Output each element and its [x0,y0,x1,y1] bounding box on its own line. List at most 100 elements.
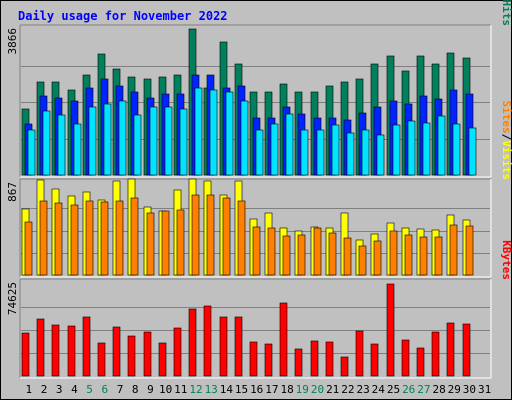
bar-pages [194,87,203,176]
day-label: 18 [280,383,293,396]
day-label: 14 [220,383,234,396]
bar-sites [313,227,322,276]
bar-pages [57,114,66,176]
bar-sites [191,194,200,276]
y-max-label: 74625 [6,282,19,315]
day-label: 12 [189,383,202,396]
bar-kbytes [340,356,349,377]
day-label: 7 [117,383,124,396]
bar-kbytes [127,335,136,377]
bar-pages [285,113,294,176]
chart-title: Daily usage for November 2022 [18,9,228,23]
bar-kbytes [188,308,197,377]
day-label: 10 [159,383,172,396]
bar-pages [133,114,142,176]
chart-panels: 3866 Pages/Files/Hits 867 Sites/Visits 74625… [6,0,512,379]
bar-kbytes [234,316,243,377]
day-label: 20 [311,383,324,396]
bar-kbytes [370,343,379,377]
day-label: 26 [402,383,415,396]
bar-sites [434,236,443,276]
bar-sites [115,200,124,276]
bar-sites [267,227,276,276]
bar-pages [452,123,461,176]
day-label: 16 [250,383,263,396]
day-label: 2 [41,383,48,396]
day-label: 24 [372,383,386,396]
day-label: 4 [71,383,78,396]
bar-sites [161,210,170,276]
bar-kbytes [310,340,319,377]
bar-sites [373,240,382,276]
bar-sites [389,230,398,276]
bar-kbytes [219,316,228,377]
day-label: 30 [463,383,476,396]
y-max-label: 867 [6,182,19,202]
day-label: 25 [387,383,400,396]
bar-pages [392,124,401,176]
bar-sites [343,237,352,276]
legend-part: / [500,134,512,141]
bar-kbytes [97,342,106,377]
bar-sites [404,234,413,276]
bars-hits-files-pages [21,28,477,176]
bar-pages [270,123,279,176]
series-legend-label: KBytes [500,240,512,280]
bar-pages [179,108,188,176]
bar-sites [358,245,367,276]
bar-sites [328,232,337,276]
day-label: 1 [25,383,32,396]
bar-kbytes [431,331,440,377]
bar-pages [103,103,112,176]
bar-kbytes [446,322,455,377]
panel-kbytes: 74625 KBytes [6,240,512,379]
legend-part: Hits [500,0,512,26]
legend-part: Visits [500,140,512,180]
bar-sites [130,197,139,276]
bar-sites [252,226,261,276]
day-label: 23 [356,383,369,396]
panel-hits-files-pages: 3866 Pages/Files/Hits [6,0,512,178]
bar-pages [42,110,51,176]
bar-sites [54,202,63,276]
day-label: 6 [101,383,108,396]
bar-sites [70,204,79,276]
y-max-label: 3866 [6,28,19,55]
bar-sites [176,209,185,276]
day-label: 22 [341,383,354,396]
bar-pages [240,100,249,176]
bar-sites [146,212,155,276]
bar-sites [24,221,33,276]
bar-sites [39,200,48,276]
day-label: 3 [56,383,63,396]
bar-kbytes [279,302,288,377]
day-label: 28 [432,383,445,396]
bar-sites [419,236,428,276]
bar-pages [118,100,127,176]
bar-sites [465,225,474,276]
bar-pages [225,91,234,176]
day-label: 13 [205,383,218,396]
bar-kbytes [325,341,334,377]
day-label: 8 [132,383,139,396]
bar-kbytes [173,327,182,377]
bar-pages [376,134,385,176]
bar-sites [222,197,231,276]
bar-kbytes [386,283,395,377]
x-axis-day-labels: 1 2 3 4 5 6 7 8 9 10 11 12 13 14 15 16 17 18 19 20 21 22 23 24 2… [25,383,491,396]
bar-kbytes [36,318,45,377]
bar-sites [297,234,306,276]
bar-kbytes [112,326,121,377]
bar-kbytes [355,330,364,377]
bar-pages [255,129,264,176]
bar-pages [346,132,355,176]
bar-pages [316,129,325,176]
day-label: 29 [448,383,461,396]
bars-kbytes [21,283,471,377]
bar-sites [100,201,109,276]
bar-pages [422,122,431,176]
bar-pages [73,123,82,176]
bar-kbytes [203,305,212,377]
bar-pages [468,127,477,176]
bar-pages [209,89,218,176]
